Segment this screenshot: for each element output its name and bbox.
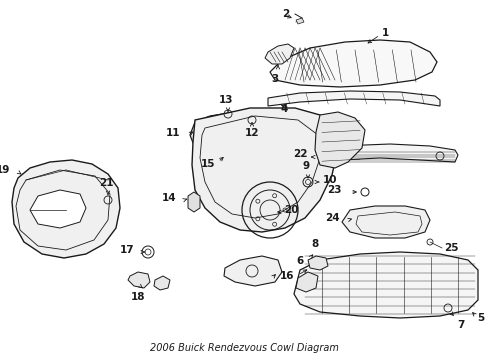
Polygon shape — [295, 18, 304, 24]
Text: 25: 25 — [443, 243, 458, 253]
Polygon shape — [192, 108, 337, 232]
Text: 4: 4 — [280, 104, 287, 114]
Polygon shape — [30, 190, 86, 228]
Text: 20: 20 — [284, 205, 298, 215]
Polygon shape — [128, 272, 150, 288]
Text: 23: 23 — [327, 185, 341, 195]
Text: 12: 12 — [244, 128, 259, 138]
Polygon shape — [307, 256, 327, 270]
Text: 17: 17 — [119, 245, 134, 255]
Text: 8: 8 — [311, 239, 318, 249]
Text: 21: 21 — [99, 178, 113, 188]
Text: 11: 11 — [165, 128, 180, 138]
Polygon shape — [299, 144, 457, 164]
Polygon shape — [224, 256, 282, 286]
Text: 6: 6 — [296, 256, 303, 266]
Polygon shape — [293, 252, 477, 318]
Text: 18: 18 — [130, 292, 145, 302]
Text: 24: 24 — [325, 213, 339, 223]
Polygon shape — [154, 276, 170, 290]
Text: 19: 19 — [0, 165, 10, 175]
Text: 3: 3 — [271, 74, 278, 84]
Text: 2: 2 — [282, 9, 289, 19]
Polygon shape — [190, 112, 267, 162]
Text: 9: 9 — [302, 161, 309, 171]
Text: 13: 13 — [218, 95, 233, 105]
Polygon shape — [314, 112, 364, 168]
Text: 5: 5 — [476, 313, 483, 323]
Text: 22: 22 — [293, 149, 307, 159]
Text: 15: 15 — [200, 159, 215, 169]
Polygon shape — [269, 40, 436, 87]
Polygon shape — [264, 44, 293, 64]
Text: 16: 16 — [280, 271, 294, 281]
Polygon shape — [341, 206, 429, 238]
Text: 14: 14 — [161, 193, 176, 203]
Text: 2006 Buick Rendezvous Cowl Diagram: 2006 Buick Rendezvous Cowl Diagram — [150, 343, 338, 353]
Polygon shape — [267, 91, 439, 106]
Text: 7: 7 — [456, 320, 464, 330]
Text: 1: 1 — [381, 28, 388, 38]
Polygon shape — [12, 160, 120, 258]
Text: 10: 10 — [323, 175, 337, 185]
Polygon shape — [187, 192, 200, 212]
Polygon shape — [295, 272, 317, 292]
